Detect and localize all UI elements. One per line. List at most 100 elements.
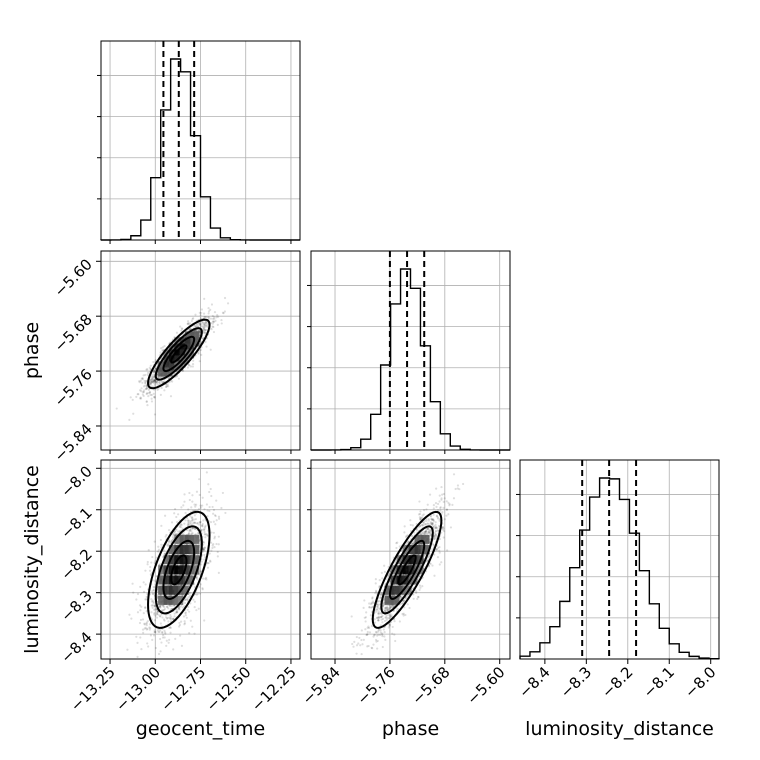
sample-point: [151, 380, 154, 383]
sample-point: [173, 604, 176, 607]
sample-point: [445, 508, 449, 511]
sample-point: [149, 626, 152, 630]
sample-point: [362, 606, 365, 609]
sample-point: [153, 604, 156, 607]
sample-point: [153, 379, 156, 382]
sample-point: [144, 583, 147, 586]
sample-point: [142, 631, 145, 634]
sample-point: [387, 616, 390, 619]
sample-point: [188, 364, 191, 367]
sample-point: [433, 535, 436, 538]
sample-point: [381, 632, 384, 635]
sample-point: [435, 487, 438, 490]
sample-point: [198, 311, 201, 315]
sample-point: [196, 578, 199, 581]
sample-point: [152, 379, 155, 382]
sample-point: [446, 549, 449, 552]
density-cell: [163, 555, 173, 565]
sample-point: [199, 506, 203, 509]
sample-point: [149, 364, 152, 367]
sample-point: [208, 559, 212, 562]
sample-point: [360, 638, 363, 642]
sample-point: [186, 320, 190, 323]
sample-point: [435, 505, 438, 508]
sample-point: [423, 553, 426, 556]
sample-point: [152, 370, 155, 374]
sample-point: [370, 606, 373, 609]
sample-point: [217, 543, 220, 546]
sample-point: [142, 581, 145, 584]
sample-point: [382, 628, 385, 631]
sample-point: [162, 618, 166, 621]
sample-point: [146, 620, 149, 623]
axes-frame: [310, 250, 511, 451]
sample-point: [355, 652, 358, 655]
sample-point: [221, 491, 225, 495]
sample-point: [143, 623, 146, 626]
sample-point: [152, 381, 155, 384]
sample-point: [423, 531, 427, 534]
sample-point: [191, 363, 195, 366]
sample-point: [421, 514, 424, 517]
sample-point: [202, 312, 206, 315]
sample-point: [165, 605, 169, 609]
sample-point: [377, 607, 380, 610]
scatter-content: [115, 296, 230, 421]
sample-point: [353, 640, 356, 643]
sample-point: [151, 375, 155, 378]
sample-point: [141, 618, 145, 621]
sample-point: [139, 397, 143, 400]
sample-point: [161, 631, 164, 634]
sample-point: [152, 589, 156, 592]
sample-point: [197, 507, 201, 511]
sample-point: [159, 650, 162, 653]
sample-point: [193, 600, 196, 603]
sample-point: [384, 606, 387, 609]
sample-point: [145, 392, 149, 395]
sample-point: [137, 393, 140, 396]
sample-point: [366, 645, 369, 648]
sample-point: [211, 325, 214, 328]
sample-point: [195, 503, 198, 506]
sample-point: [189, 515, 192, 518]
sample-point: [388, 606, 391, 609]
sample-point: [221, 311, 225, 314]
sample-point: [153, 382, 156, 385]
sample-point: [189, 520, 192, 523]
sample-point: [199, 592, 202, 595]
density-cell: [179, 555, 189, 565]
sample-point: [434, 529, 438, 533]
sample-point: [181, 327, 184, 330]
sample-point: [371, 647, 374, 650]
sample-point: [390, 615, 393, 618]
sample-point: [435, 515, 439, 518]
sample-point: [367, 625, 370, 628]
sample-point: [178, 608, 181, 611]
sample-point: [402, 612, 405, 615]
sample-point: [200, 308, 204, 311]
sample-point: [150, 393, 153, 397]
sample-point: [204, 331, 207, 334]
sample-point: [194, 505, 197, 508]
density-cell: [179, 545, 189, 555]
sample-point: [208, 505, 211, 509]
sample-point: [224, 511, 227, 515]
sample-point: [388, 614, 392, 617]
sample-point: [156, 612, 159, 615]
sample-point: [433, 574, 436, 577]
sample-point: [160, 386, 163, 390]
sample-point: [168, 616, 171, 619]
sample-point: [418, 500, 421, 503]
sample-point: [409, 563, 412, 566]
sample-point: [375, 616, 379, 620]
sample-point: [370, 646, 373, 649]
sample-point: [146, 368, 149, 371]
sample-point: [153, 378, 156, 382]
sample-point: [160, 524, 163, 527]
sample-point: [376, 608, 379, 611]
sample-point: [146, 371, 150, 374]
sample-point: [383, 631, 386, 634]
sample-point: [361, 663, 363, 665]
sample-point: [203, 549, 206, 552]
sample-point: [205, 316, 208, 319]
